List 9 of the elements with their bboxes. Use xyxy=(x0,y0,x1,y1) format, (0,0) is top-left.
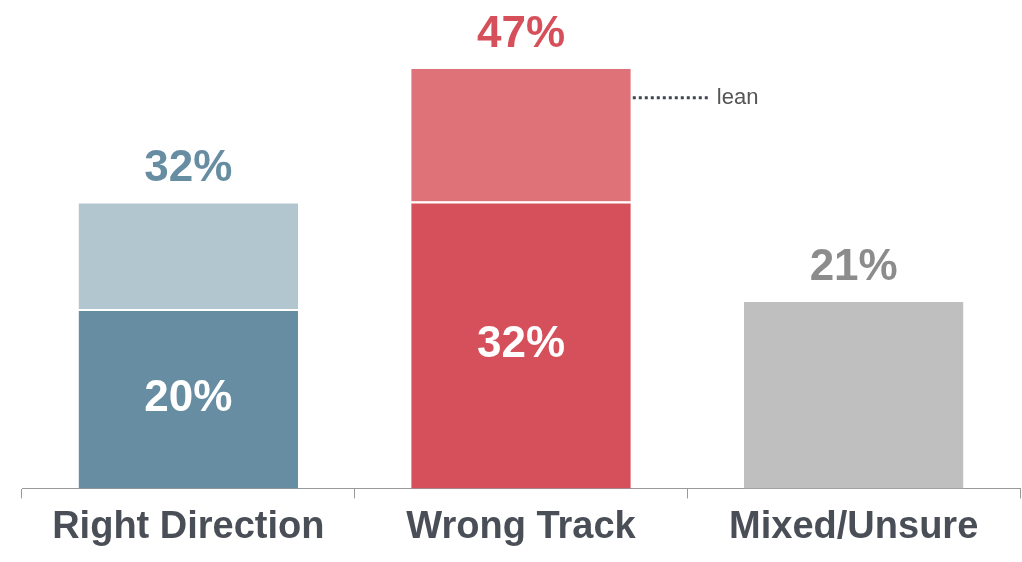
x-tick-label: Wrong Track xyxy=(406,503,637,546)
total-label: 21% xyxy=(809,240,898,290)
x-tick-label: Right Direction xyxy=(52,503,325,546)
data-label: 32% xyxy=(476,317,566,367)
data-label: 20% xyxy=(144,370,233,420)
text: lean xyxy=(716,83,759,109)
x-tick-label: Mixed/Unsure xyxy=(729,503,979,546)
total-label: 47% xyxy=(476,6,566,56)
total-label: 32% xyxy=(144,141,233,191)
